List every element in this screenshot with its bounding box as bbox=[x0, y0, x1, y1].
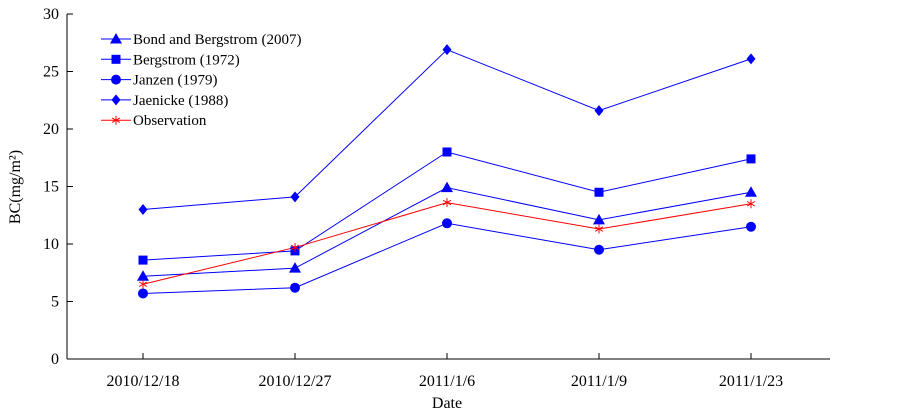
legend-marker-diamond bbox=[111, 94, 121, 106]
data-point-triangle bbox=[289, 262, 301, 273]
data-point-square bbox=[138, 255, 148, 265]
series-line-circle bbox=[142, 222, 752, 294]
data-point-asterisk bbox=[746, 199, 756, 209]
legend-item: Jaenicke (1988) bbox=[101, 93, 228, 109]
data-point-square bbox=[746, 154, 756, 164]
x-tick-label: 2011/1/6 bbox=[419, 373, 475, 390]
data-point-triangle bbox=[137, 270, 149, 281]
data-point-triangle bbox=[441, 181, 453, 193]
data-point-diamond bbox=[442, 44, 452, 56]
x-tick-label: 2011/1/23 bbox=[719, 373, 783, 390]
y-tick-label: 25 bbox=[43, 64, 59, 81]
x-ticks: 2010/12/18 2010/12/27 2011/1/6 2011/1/9 2011… bbox=[107, 353, 783, 390]
legend: Bond and Bergstrom (2007) Bergstrom (1972… bbox=[101, 32, 301, 129]
data-point-circle bbox=[138, 288, 148, 299]
legend-label: Janzen (1979) bbox=[133, 73, 218, 89]
legend-marker-triangle bbox=[110, 33, 122, 44]
y-tick-label: 10 bbox=[43, 236, 59, 253]
data-point-diamond bbox=[746, 53, 756, 65]
data-point-square bbox=[442, 147, 452, 157]
x-tick-label: 2011/1/9 bbox=[571, 373, 627, 390]
data-point-asterisk bbox=[290, 242, 300, 252]
legend-item: Bergstrom (1972) bbox=[101, 52, 240, 68]
x-tick-label: 2010/12/27 bbox=[259, 373, 332, 390]
legend-item: Observation bbox=[101, 113, 207, 129]
legend-label: Bond and Bergstrom (2007) bbox=[133, 32, 301, 48]
legend-marker-square bbox=[111, 54, 121, 64]
data-point-diamond bbox=[290, 191, 300, 203]
legend-marker-asterisk bbox=[111, 115, 121, 125]
data-point-triangle bbox=[745, 186, 757, 197]
legend-item: Bond and Bergstrom (2007) bbox=[101, 32, 301, 48]
y-tick-label: 15 bbox=[43, 179, 59, 196]
y-tick-label: 0 bbox=[51, 351, 59, 368]
y-tick-label: 30 bbox=[43, 6, 59, 23]
data-point-circle bbox=[290, 282, 300, 293]
data-point-diamond bbox=[138, 204, 148, 215]
x-tick-label: 2010/12/18 bbox=[107, 373, 180, 390]
y-ticks: 0 5 10 15 20 25 30 bbox=[43, 6, 73, 368]
series-markers bbox=[137, 44, 757, 299]
data-point-circle bbox=[594, 244, 604, 255]
legend-label: Observation bbox=[133, 113, 207, 129]
legend-item: Janzen (1979) bbox=[101, 73, 218, 89]
data-point-circle bbox=[746, 221, 756, 232]
legend-marker-circle bbox=[111, 74, 121, 85]
series-line-asterisk bbox=[142, 202, 752, 285]
data-point-triangle bbox=[593, 213, 605, 225]
data-point-diamond bbox=[594, 105, 604, 117]
data-point-square bbox=[594, 187, 604, 197]
legend-label: Bergstrom (1972) bbox=[133, 52, 240, 68]
legend-label: Jaenicke (1988) bbox=[133, 93, 228, 109]
series-lines bbox=[142, 49, 752, 294]
y-tick-label: 20 bbox=[43, 121, 59, 138]
x-axis-label: Date bbox=[432, 395, 462, 412]
data-point-circle bbox=[442, 218, 452, 229]
y-tick-label: 5 bbox=[51, 294, 59, 311]
data-point-asterisk bbox=[594, 224, 604, 234]
data-point-asterisk bbox=[138, 279, 148, 289]
y-axis-label: BC(mg/m²) bbox=[7, 150, 24, 224]
data-point-asterisk bbox=[442, 198, 452, 208]
